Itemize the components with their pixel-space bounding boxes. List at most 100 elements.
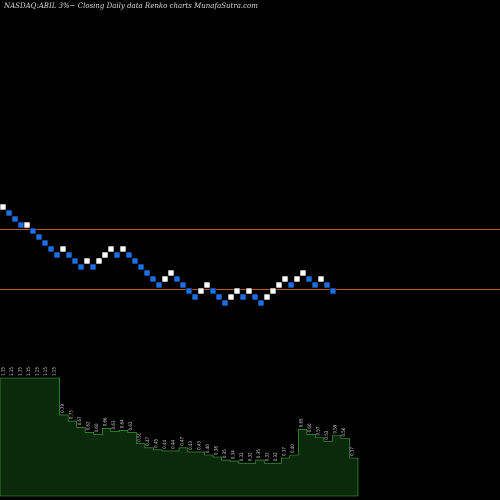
renko-brick-up [263,293,271,301]
volume-label: 0.38 [213,446,218,455]
renko-brick-down [77,263,85,271]
volume-label: 0.32 [248,452,253,461]
volume-label: 1.15 [34,367,39,376]
renko-brick-down [215,293,223,301]
volume-label: 0.35 [256,449,261,458]
renko-brick-up [275,281,283,289]
volume-label: 1.15 [26,367,31,376]
renko-brick-up [197,287,205,295]
renko-brick-up [23,221,31,229]
renko-brick-up [59,245,67,253]
volume-label: 0.45 [154,438,159,447]
renko-bricks [0,203,337,307]
volume-label: 1.15 [0,367,5,376]
renko-brick-up [317,275,325,283]
renko-brick-up [281,275,289,283]
volume-label: 0.37 [282,447,287,456]
renko-brick-down [209,287,217,295]
renko-brick-down [137,263,145,271]
renko-brick-down [191,293,199,301]
volume-label: 0.37 [350,447,355,456]
renko-brick-up [299,269,307,277]
renko-brick-down [113,251,121,259]
volume-area-path [0,377,359,497]
renko-brick-up [245,287,253,295]
renko-brick-down [149,275,157,283]
renko-brick-up [161,275,169,283]
volume-label: 1.15 [43,367,48,376]
volume-label: 0.47 [179,436,184,445]
volume-label: 0.53 [324,430,329,439]
volume-label: 0.59 [333,424,338,433]
volume-label: 0.44 [171,440,176,449]
volume-label: 0.32 [239,452,244,461]
renko-brick-up [0,203,7,211]
renko-brick-down [257,299,265,307]
volume-label: 0.35 [222,449,227,458]
renko-brick-up [203,281,211,289]
renko-brick-down [173,275,181,283]
volume-label: 0.60 [94,423,99,432]
renko-brick-down [251,293,259,301]
renko-brick-down [65,251,73,259]
renko-brick-up [101,251,109,259]
renko-brick-down [53,251,61,259]
volume-label: 0.56 [341,427,346,436]
volume-label: 0.63 [111,420,116,429]
volume-label: 0.51 [137,432,142,441]
renko-brick-up [119,245,127,253]
renko-brick-down [71,257,79,265]
volume-label: 0.67 [77,416,82,425]
volume-label: 0.32 [273,452,278,461]
volume-label: 0.65 [299,418,304,427]
volume-label: 0.64 [120,419,125,428]
renko-brick-up [167,269,175,277]
renko-brick-down [11,215,19,223]
renko-brick-down [305,275,313,283]
renko-brick-down [185,287,193,295]
volume-label: 1.15 [17,367,22,376]
renko-brick-down [89,263,97,271]
renko-brick-down [5,209,13,217]
volume-label: 0.44 [162,440,167,449]
volume-label: 1.15 [9,367,14,376]
renko-brick-up [269,287,277,295]
volume-label: 0.57 [316,426,321,435]
renko-brick-up [83,257,91,265]
volume-label: 1.15 [51,367,56,376]
renko-brick-down [155,281,163,289]
volume-label: 0.34 [230,450,235,459]
renko-brick-down [41,239,49,247]
renko-brick-up [95,257,103,265]
volume-area: 1.15 1.15 1.15 1.15 1.15 1.15 1.150.790.730.67… [0,367,359,497]
volume-label: 0.73 [69,410,74,419]
renko-brick-down [221,299,229,307]
renko-brick-down [131,257,139,265]
renko-brick-down [47,245,55,253]
renko-brick-up [233,287,241,295]
renko-brick-down [329,287,337,295]
volume-label: 0.43 [196,441,201,450]
volume-label: 0.79 [60,404,65,413]
volume-label: 0.60 [307,423,312,432]
renko-brick-down [311,281,319,289]
renko-brick-down [17,221,25,229]
chart-title: NASDAQ:ABIL 3%~ Closing Daily data Renko… [3,2,258,10]
renko-brick-up [227,293,235,301]
renko-brick-down [323,281,331,289]
volume-label: 0.40 [205,444,210,453]
renko-brick-down [287,281,295,289]
renko-brick-down [143,269,151,277]
volume-label: 0.43 [188,441,193,450]
volume-label: 0.62 [86,421,91,430]
volume-label: 0.62 [128,421,133,430]
volume-label: 0.32 [265,452,270,461]
renko-brick-up [293,275,301,283]
renko-brick-down [29,227,37,235]
renko-brick-down [239,293,247,301]
renko-brick-down [179,281,187,289]
volume-label: 0.66 [103,417,108,426]
volume-label: 0.40 [290,444,295,453]
renko-brick-up [107,245,115,253]
